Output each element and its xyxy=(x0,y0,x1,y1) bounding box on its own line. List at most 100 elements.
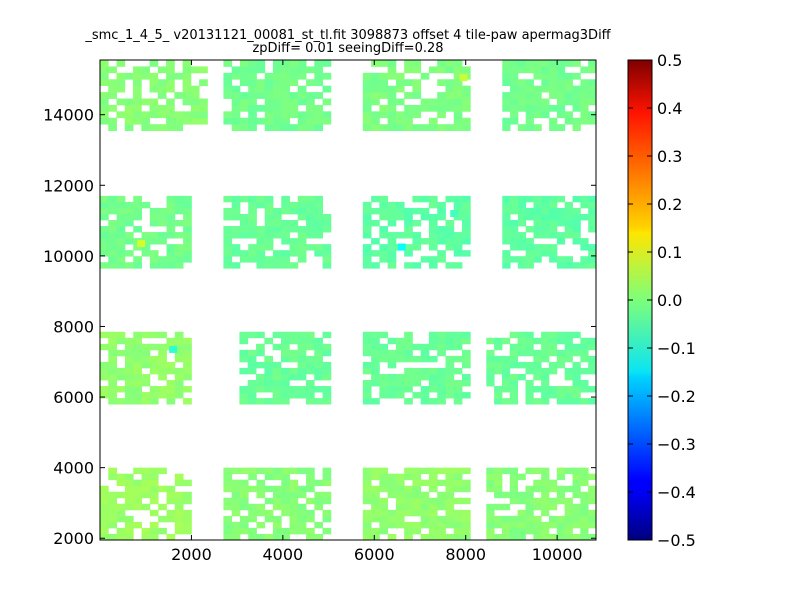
heatmap-cell xyxy=(501,515,511,523)
heatmap-cell xyxy=(404,367,413,375)
heatmap-cell xyxy=(264,262,274,269)
heatmap-cell xyxy=(256,386,265,393)
heatmap-cell xyxy=(453,195,463,203)
heatmap-cell xyxy=(395,72,405,80)
heatmap-cell xyxy=(133,367,142,375)
heatmap-cell xyxy=(108,201,118,209)
heatmap-cell xyxy=(371,485,380,493)
heatmap-cell xyxy=(517,60,527,67)
heatmap-cell xyxy=(525,515,534,523)
heatmap-cell xyxy=(256,256,266,263)
heatmap-cell xyxy=(404,124,413,131)
heatmap-cell xyxy=(379,467,389,475)
heatmap-cell xyxy=(453,479,463,487)
heatmap-cell xyxy=(306,479,315,487)
heatmap-cell xyxy=(379,250,389,257)
heatmap-cell xyxy=(445,380,455,387)
heatmap-cell xyxy=(486,355,495,363)
heatmap-cell xyxy=(273,533,282,540)
heatmap-cell xyxy=(572,207,581,215)
heatmap-cell xyxy=(289,104,299,112)
heatmap-cell xyxy=(314,195,323,203)
heatmap-cell xyxy=(453,60,463,67)
heatmap-cell xyxy=(462,497,471,505)
heatmap-cell xyxy=(362,226,372,233)
heatmap-cell xyxy=(517,497,526,505)
heatmap-cell xyxy=(445,509,455,517)
heatmap-cell xyxy=(437,256,446,263)
heatmap-cell xyxy=(124,386,134,393)
heatmap-cell xyxy=(533,60,542,67)
heatmap-cell xyxy=(533,92,542,99)
heatmap-cell xyxy=(572,238,581,245)
heatmap-cell xyxy=(158,367,167,375)
heatmap-cell xyxy=(264,104,274,112)
heatmap-cell xyxy=(404,497,413,505)
heatmap-cell xyxy=(494,503,503,511)
heatmap-cell xyxy=(223,111,233,119)
heatmap-cell xyxy=(264,361,274,369)
heatmap-cell xyxy=(371,380,380,387)
heatmap-cell xyxy=(362,337,372,345)
heatmap-cell xyxy=(273,60,282,67)
heatmap-cell xyxy=(149,491,159,499)
heatmap-cell xyxy=(462,85,471,93)
heatmap-cell xyxy=(541,232,550,239)
heatmap-cell xyxy=(239,355,249,363)
heatmap-cell xyxy=(371,527,380,535)
heatmap-cell xyxy=(462,195,471,203)
heatmap-cell xyxy=(404,373,413,381)
heatmap-cell xyxy=(264,386,274,393)
heatmap-cell xyxy=(239,117,249,125)
heatmap-cell xyxy=(379,207,389,215)
heatmap-cell xyxy=(541,207,550,215)
heatmap-cell xyxy=(141,527,151,535)
heatmap-cell xyxy=(158,467,167,475)
heatmap-cell xyxy=(362,467,372,475)
heatmap-cell xyxy=(517,491,526,499)
heatmap-cell xyxy=(395,373,405,381)
heatmap-cell xyxy=(564,72,573,80)
heatmap-cell xyxy=(272,343,282,351)
heatmap-cell xyxy=(108,232,118,239)
heatmap-cell xyxy=(556,195,566,203)
heatmap-cell xyxy=(371,60,380,67)
heatmap-cell xyxy=(239,515,249,523)
heatmap-cell xyxy=(256,361,265,369)
heatmap-cell xyxy=(116,195,126,203)
heatmap-cell xyxy=(322,98,332,106)
heatmap-cell xyxy=(297,66,307,74)
heatmap-cell xyxy=(289,66,299,74)
heatmap-cell xyxy=(183,343,192,351)
heatmap-cell xyxy=(100,207,109,215)
heatmap-cell xyxy=(297,195,307,203)
heatmap-cell xyxy=(108,331,118,339)
heatmap-cell xyxy=(541,533,550,540)
heatmap-cell xyxy=(116,79,126,87)
heatmap-cell xyxy=(124,392,134,399)
heatmap-cell xyxy=(445,392,455,399)
heatmap-cell xyxy=(183,195,192,203)
heatmap-cell xyxy=(289,220,299,227)
heatmap-cell xyxy=(556,349,566,357)
heatmap-cell xyxy=(437,491,446,499)
heatmap-cell xyxy=(166,220,176,227)
heatmap-cell xyxy=(133,398,142,405)
heatmap-cell xyxy=(182,111,192,119)
heatmap-cell xyxy=(248,503,257,511)
heatmap-cell xyxy=(281,201,290,209)
heatmap-cell xyxy=(306,226,315,233)
heatmap-cell xyxy=(420,213,430,221)
heatmap-cell xyxy=(404,380,413,387)
heatmap-cell xyxy=(556,92,566,99)
heatmap-cell xyxy=(437,398,446,405)
heatmap-cell xyxy=(281,533,290,540)
heatmap-cell xyxy=(166,256,176,263)
heatmap-cell xyxy=(556,60,566,67)
heatmap-cell xyxy=(141,380,151,387)
heatmap-cell xyxy=(486,367,495,375)
heatmap-cell xyxy=(428,509,438,517)
heatmap-cell xyxy=(525,226,534,233)
heatmap-cell xyxy=(264,111,274,119)
heatmap-cell xyxy=(281,66,290,74)
